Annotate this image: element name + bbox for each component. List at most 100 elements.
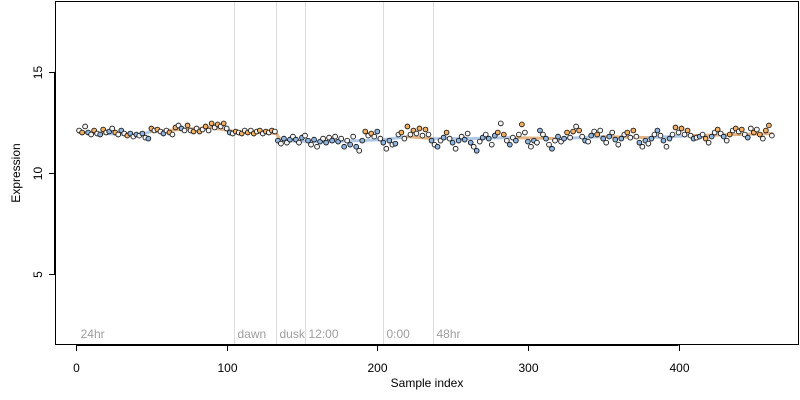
data-point-88 bbox=[341, 143, 347, 150]
data-point-155 bbox=[543, 135, 549, 142]
data-point-226 bbox=[757, 131, 763, 138]
y-tick-label-0: 5 bbox=[31, 271, 45, 278]
data-point-185 bbox=[633, 133, 640, 140]
data-point-195 bbox=[663, 143, 670, 150]
data-point-166 bbox=[576, 127, 582, 134]
data-point-198 bbox=[672, 124, 679, 131]
x-axis: 0 100 200 300 400 bbox=[73, 345, 690, 375]
data-point-157 bbox=[549, 145, 555, 152]
vline-label-4: 48hr bbox=[437, 327, 461, 341]
data-point-152 bbox=[534, 139, 540, 146]
data-point-4 bbox=[88, 131, 94, 138]
data-point-222 bbox=[744, 134, 751, 141]
data-point-84 bbox=[329, 137, 335, 144]
data-point-23 bbox=[145, 135, 152, 142]
data-point-140 bbox=[497, 120, 504, 127]
data-point-89 bbox=[344, 137, 350, 144]
data-point-164 bbox=[570, 128, 576, 135]
data-point-85 bbox=[332, 133, 338, 140]
data-point-139 bbox=[494, 129, 501, 136]
data-point-227 bbox=[760, 135, 766, 142]
data-point-207 bbox=[699, 131, 706, 138]
data-point-141 bbox=[501, 131, 507, 138]
data-point-73 bbox=[296, 139, 302, 146]
annotations: dawn dusk 12:00 0:00 48hr 24hr bbox=[81, 327, 461, 341]
data-point-1 bbox=[79, 129, 85, 136]
data-point-133 bbox=[476, 138, 483, 145]
data-point-75 bbox=[302, 132, 308, 139]
data-point-126 bbox=[455, 137, 462, 144]
data-point-95 bbox=[362, 128, 369, 135]
data-point-99 bbox=[374, 128, 381, 135]
data-point-137 bbox=[488, 141, 495, 148]
data-point-132 bbox=[473, 147, 480, 154]
data-point-13 bbox=[115, 131, 122, 138]
data-point-162 bbox=[564, 129, 570, 136]
data-point-229 bbox=[766, 122, 772, 129]
data-point-161 bbox=[561, 135, 567, 142]
data-point-43 bbox=[205, 127, 212, 134]
data-point-114 bbox=[419, 132, 426, 139]
data-point-179 bbox=[615, 141, 622, 148]
data-point-215 bbox=[723, 137, 730, 144]
data-point-108 bbox=[401, 135, 408, 142]
data-point-228 bbox=[763, 127, 769, 134]
data-point-209 bbox=[705, 139, 712, 146]
data-point-122 bbox=[443, 129, 450, 136]
plot-frame bbox=[55, 1, 799, 345]
data-point-156 bbox=[546, 141, 552, 148]
vertical-marker-lines bbox=[234, 2, 434, 344]
y-axis: 5 10 15 bbox=[31, 66, 55, 278]
x-tick-label-1: 100 bbox=[217, 361, 237, 375]
y-tick-label-2: 15 bbox=[31, 66, 45, 80]
data-point-76 bbox=[305, 137, 311, 144]
data-point-129 bbox=[464, 130, 471, 137]
data-point-169 bbox=[585, 138, 591, 145]
vline-label-3: 0:00 bbox=[387, 327, 411, 341]
data-point-149 bbox=[525, 138, 531, 145]
data-point-102 bbox=[383, 145, 390, 152]
data-point-173 bbox=[597, 127, 603, 134]
data-point-67 bbox=[278, 140, 284, 147]
data-point-208 bbox=[702, 135, 709, 142]
data-point-220 bbox=[738, 126, 745, 133]
data-point-150 bbox=[528, 143, 534, 150]
data-point-105 bbox=[392, 140, 399, 147]
data-point-189 bbox=[645, 140, 652, 147]
data-point-81 bbox=[320, 135, 326, 142]
data-point-153 bbox=[537, 127, 543, 134]
vline-label-1: dusk bbox=[280, 327, 306, 341]
data-point-2 bbox=[82, 123, 88, 130]
data-point-178 bbox=[612, 136, 619, 143]
x-tick-label-3: 300 bbox=[518, 361, 538, 375]
data-point-167 bbox=[579, 133, 585, 140]
data-point-136 bbox=[485, 135, 492, 142]
data-point-79 bbox=[314, 143, 320, 150]
data-point-212 bbox=[714, 126, 721, 133]
data-point-68 bbox=[281, 135, 287, 142]
trend-segment-15 bbox=[511, 136, 560, 141]
data-point-91 bbox=[350, 133, 357, 140]
data-point-116 bbox=[425, 131, 432, 138]
data-point-77 bbox=[308, 141, 314, 148]
data-point-65 bbox=[272, 128, 278, 135]
data-point-183 bbox=[627, 134, 634, 141]
data-point-124 bbox=[449, 139, 456, 146]
x-tick-label-4: 400 bbox=[669, 361, 689, 375]
data-point-92 bbox=[353, 143, 360, 150]
data-point-147 bbox=[519, 121, 525, 128]
data-point-146 bbox=[516, 131, 522, 138]
data-point-145 bbox=[513, 137, 519, 144]
data-point-197 bbox=[669, 131, 676, 138]
data-point-121 bbox=[440, 134, 447, 141]
data-point-107 bbox=[398, 129, 405, 136]
data-point-35 bbox=[181, 127, 188, 134]
data-point-101 bbox=[380, 139, 387, 146]
data-point-78 bbox=[311, 136, 317, 143]
data-point-100 bbox=[377, 135, 384, 142]
data-point-158 bbox=[552, 137, 558, 144]
y-axis-title: Expression bbox=[9, 143, 23, 202]
data-point-142 bbox=[504, 137, 510, 144]
data-point-230 bbox=[769, 132, 775, 139]
